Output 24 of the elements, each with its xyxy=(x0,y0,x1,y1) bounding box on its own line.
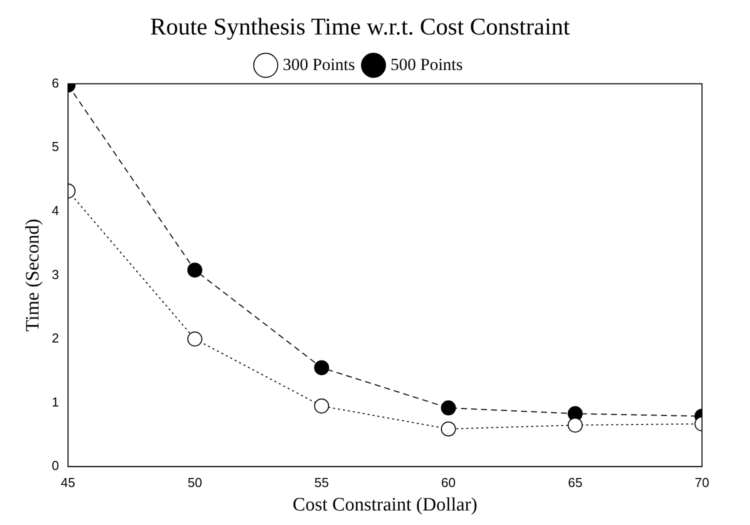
y-tick-label: 5 xyxy=(52,139,60,154)
x-tick-label: 60 xyxy=(441,474,456,490)
x-tick-label: 65 xyxy=(568,474,582,490)
legend-label: 500 Points xyxy=(390,54,463,74)
y-tick-label: 1 xyxy=(52,394,60,410)
y-tick-label: 3 xyxy=(52,266,60,282)
point xyxy=(187,262,202,278)
legend-label: 300 Points xyxy=(282,54,356,74)
point xyxy=(314,360,330,376)
point xyxy=(440,400,456,416)
x-tick-label: 55 xyxy=(314,474,329,490)
y-tick-label: 4 xyxy=(52,202,60,218)
y-tick-label: 2 xyxy=(52,330,60,346)
x-tick-label: 50 xyxy=(188,474,202,490)
chart-title: Route Synthesis Time w.r.t. Cost Constraint xyxy=(150,14,570,41)
x-axis-title: Cost Constraint (Dollar) xyxy=(292,494,478,516)
point xyxy=(187,332,202,346)
y-tick-label: 6 xyxy=(52,75,60,90)
x-tick-label: 45 xyxy=(60,474,76,490)
y-axis-title: Time (Second) xyxy=(22,218,44,332)
x-tick-label: 70 xyxy=(694,474,710,490)
y-tick-label: 0 xyxy=(52,458,60,474)
point xyxy=(314,398,330,414)
point xyxy=(440,421,456,436)
